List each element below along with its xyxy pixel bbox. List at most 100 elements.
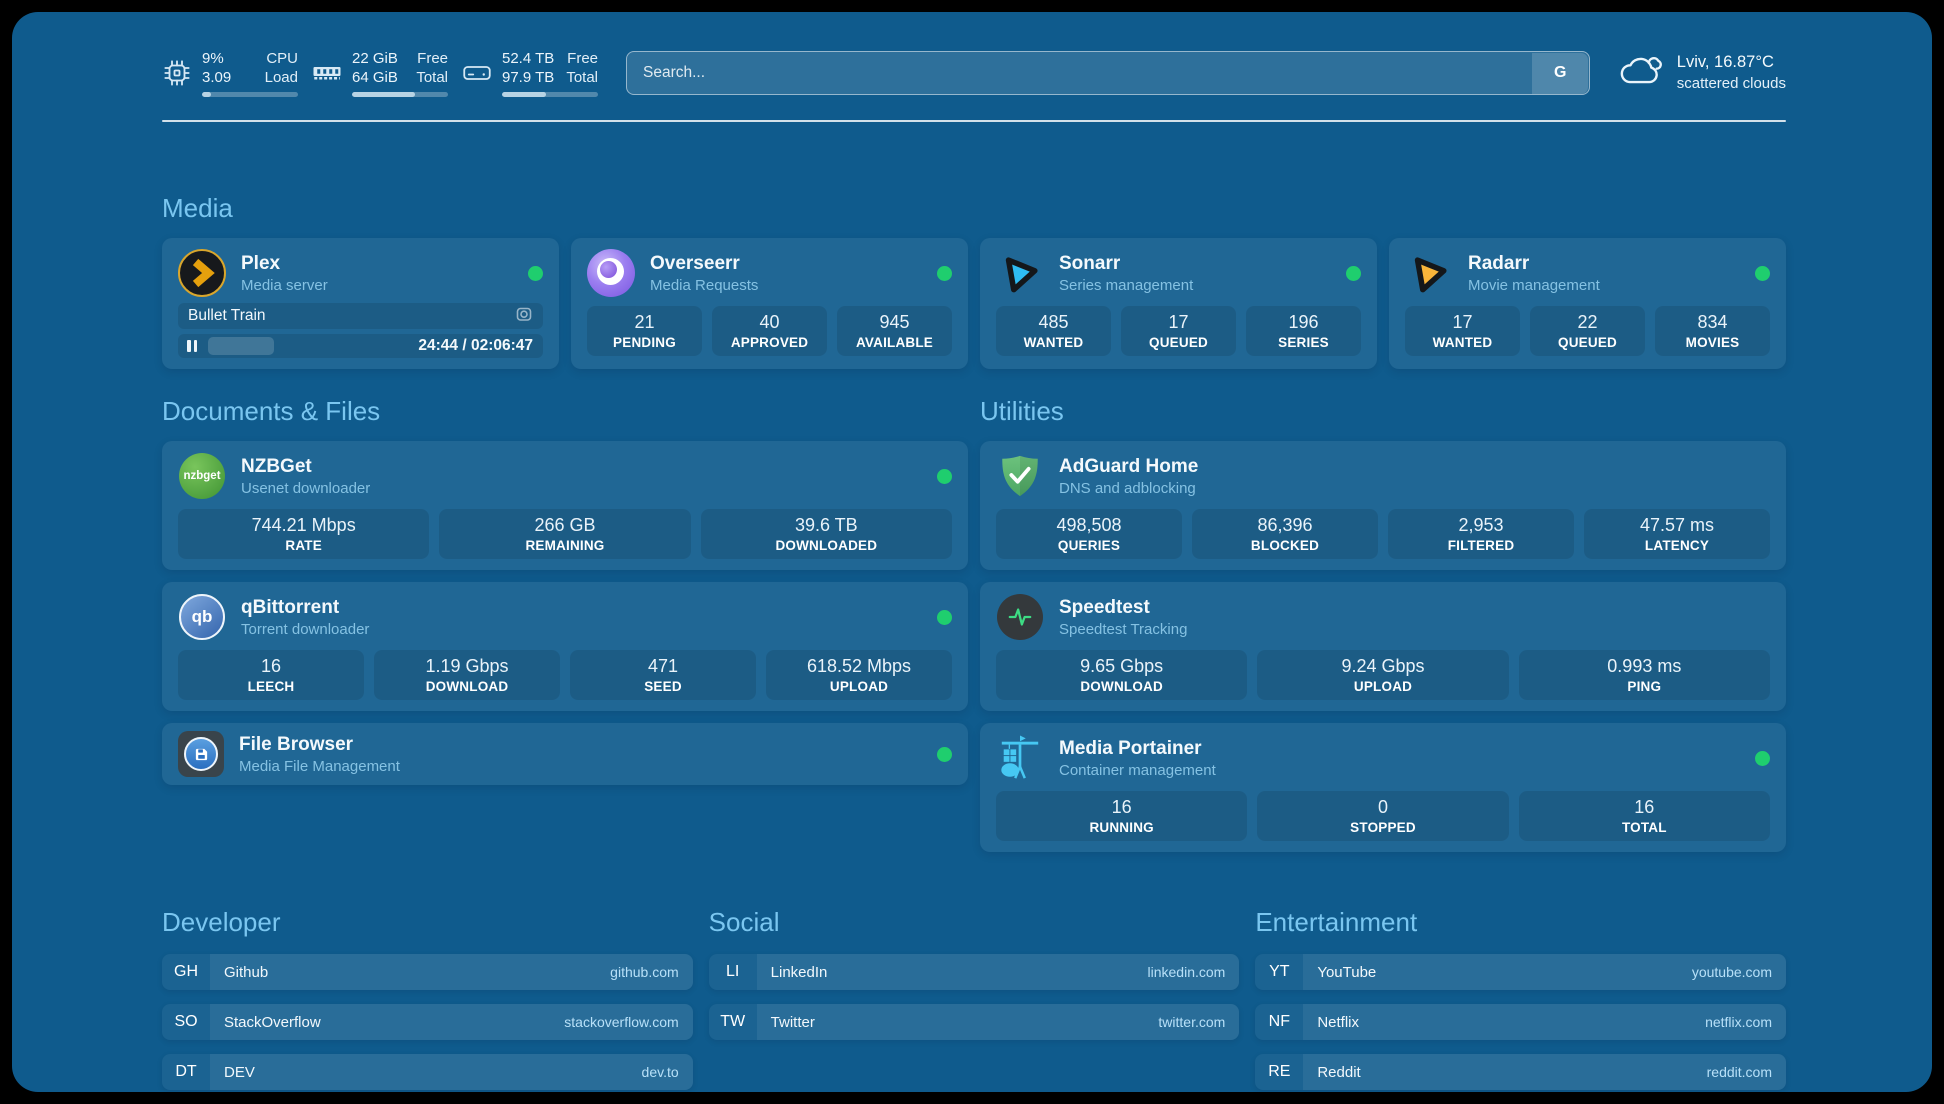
status-dot [937,609,952,625]
stat-box: 196 SERIES [1246,306,1361,356]
app-name: Media Portainer [1059,737,1202,759]
bookmark-youtube[interactable]: YT YouTube youtube.com [1255,954,1786,990]
status-dot [937,468,952,484]
stat-box: 2,953 FILTERED [1388,509,1574,559]
memory-icon [312,58,342,88]
app-desc: Movie management [1468,276,1600,294]
status-dot [1346,265,1361,281]
portainer-icon [996,734,1044,782]
radarr-icon [1405,249,1453,297]
bookmark-netflix[interactable]: NF Netflix netflix.com [1255,1004,1786,1040]
documents-section-title: Documents & Files [162,396,381,426]
app-name: NZBGet [241,455,312,477]
stat-box: 0.993 ms PING [1518,650,1770,700]
app-name: AdGuard Home [1059,455,1199,477]
bookmark-name: Github [224,963,269,981]
cpu-stat: 9% 3.09 CPU Load [162,49,298,97]
speedtest-card[interactable]: Speedtest Speedtest Tracking 9.65 Gbps D… [980,582,1786,711]
app-desc: Speedtest Tracking [1059,620,1188,638]
disk-progressbar [502,92,598,97]
media-section: Media Plex Media server Bullet Train [162,192,1786,369]
disk-stat: 52.4 TB 97.9 TB Free Total [462,49,598,97]
filebrowser-card[interactable]: File Browser Media File Management [162,723,968,785]
portainer-card[interactable]: Media Portainer Container management 16 … [980,723,1786,852]
bookmark-dev[interactable]: DT DEV dev.to [162,1054,693,1090]
bookmark-tag: DT [162,1054,210,1090]
memory-values: 22 GiB 64 GiB [352,50,398,86]
cpu-labels: CPU Load [264,50,298,86]
bookmark-stackoverflow[interactable]: SO StackOverflow stackoverflow.com [162,1004,693,1040]
developer-section-title: Developer [162,907,281,937]
adguard-icon [996,452,1044,500]
nzbget-card[interactable]: nzbget NZBGet Usenet downloader 744.21 M… [162,441,968,570]
top-bar: 9% 3.09 CPU Load [162,44,1786,102]
stat-box: 9.24 Gbps UPLOAD [1257,650,1509,700]
bookmark-reddit[interactable]: RE Reddit reddit.com [1255,1054,1786,1090]
plex-card[interactable]: Plex Media server Bullet Train 24:44 / 0… [162,238,559,369]
developer-section: Developer GH Github github.com SO StackO… [162,906,693,1104]
stat-box: 1.19 Gbps DOWNLOAD [374,650,560,700]
stat-box: 498,508 QUERIES [996,509,1182,559]
entertainment-section-title: Entertainment [1255,907,1418,937]
media-options-icon[interactable] [515,305,533,328]
memory-labels: Free Total [416,50,448,86]
stat-box: 17 WANTED [1405,306,1520,356]
cpu-values: 9% 3.09 [202,50,232,86]
status-dot [937,265,952,281]
stat-box: 86,396 BLOCKED [1192,509,1378,559]
social-section: Social LI LinkedIn linkedin.com TW Twitt… [708,906,1240,1104]
dashboard-panel: 9% 3.09 CPU Load [12,12,1932,1092]
app-desc: Media File Management [239,757,400,775]
app-name: Overseerr [650,252,740,274]
app-desc: Media Requests [650,276,759,294]
app-name: Speedtest [1059,596,1150,618]
stat-box: 485 WANTED [996,306,1111,356]
bookmark-url: linkedin.com [1147,964,1226,980]
google-search-button[interactable]: G [1532,52,1589,94]
stat-box: 471 SEED [570,650,756,700]
bookmark-name: Twitter [770,1013,815,1031]
stat-box: 744.21 Mbps RATE [178,509,430,559]
bookmark-url: netflix.com [1705,1014,1772,1030]
bookmark-url: dev.to [641,1064,679,1080]
bookmark-linkedin[interactable]: LI LinkedIn linkedin.com [708,954,1240,990]
stat-box: 618.52 Mbps UPLOAD [766,650,952,700]
overseerr-icon [587,249,635,297]
bookmark-name: LinkedIn [770,963,828,981]
stat-box: 9.65 Gbps DOWNLOAD [996,650,1248,700]
sonarr-card[interactable]: Sonarr Series management 485 WANTED 17 Q… [980,238,1377,369]
bookmark-tag: SO [162,1004,210,1040]
entertainment-section: Entertainment YT YouTube youtube.com NF … [1255,906,1786,1104]
bookmark-name: YouTube [1317,963,1377,981]
weather-condition: scattered clouds [1676,75,1786,92]
header-divider [162,120,1786,122]
app-desc: DNS and adblocking [1059,479,1196,497]
status-dot [1755,265,1770,281]
stat-box: 22 QUEUED [1530,306,1645,356]
stat-box: 17 QUEUED [1121,306,1236,356]
bookmark-tag: LI [708,954,757,990]
bookmark-tag: NF [1255,1004,1304,1040]
status-dot [937,746,952,762]
pause-button[interactable] [187,340,197,352]
bookmark-github[interactable]: GH Github github.com [162,954,693,990]
app-desc: Torrent downloader [241,620,370,638]
plex-icon [178,249,226,297]
playback-progress[interactable]: 24:44 / 02:06:47 [178,334,543,358]
qbittorrent-card[interactable]: qb qBittorrent Torrent downloader 16 LEE… [162,582,968,711]
app-desc: Series management [1059,276,1194,294]
overseerr-card[interactable]: Overseerr Media Requests 21 PENDING 40 A… [571,238,968,369]
stat-box: 0 STOPPED [1257,791,1509,841]
app-name: qBittorrent [241,596,340,618]
bookmark-name: StackOverflow [224,1013,321,1031]
app-desc: Media server [241,276,328,294]
search-input[interactable] [626,51,1590,95]
memory-progressbar [352,92,448,97]
app-desc: Container management [1059,761,1216,779]
bookmark-twitter[interactable]: TW Twitter twitter.com [708,1004,1240,1040]
radarr-card[interactable]: Radarr Movie management 17 WANTED 22 QUE… [1389,238,1786,369]
stat-box: 266 GB REMAINING [439,509,691,559]
adguard-card[interactable]: AdGuard Home DNS and adblocking 498,508 … [980,441,1786,570]
status-dot [1755,750,1770,766]
app-name: Plex [241,252,281,274]
